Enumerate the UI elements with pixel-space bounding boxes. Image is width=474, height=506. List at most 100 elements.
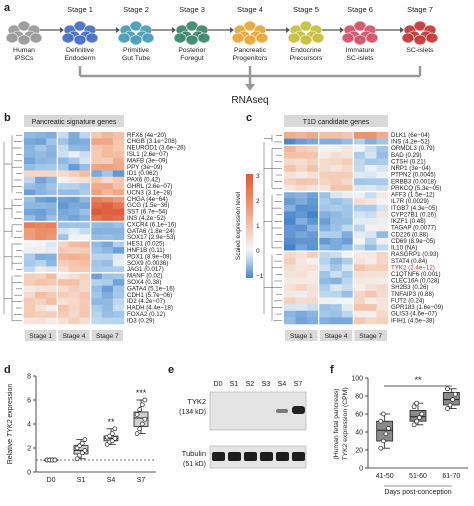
heatmap-cell bbox=[101, 228, 114, 235]
heatmap-cell bbox=[35, 266, 47, 274]
y-tick-label: 0 bbox=[27, 470, 31, 477]
heatmap-cell bbox=[284, 237, 296, 245]
heatmap-cell bbox=[24, 317, 36, 325]
heatmap-cell bbox=[295, 132, 308, 139]
heatmap-cell bbox=[68, 253, 80, 261]
heatmap-cell bbox=[330, 271, 343, 278]
heatmap-cell bbox=[307, 145, 319, 153]
band bbox=[228, 452, 241, 461]
heatmap-cell bbox=[57, 170, 69, 178]
heatmap-cell bbox=[46, 202, 58, 210]
heatmap-cell bbox=[57, 189, 69, 197]
stage-subtitle: Posterior bbox=[178, 47, 206, 54]
gene-label: CTSH (0.21) bbox=[391, 158, 426, 165]
heatmap-cell bbox=[307, 132, 319, 139]
heatmap-cell bbox=[79, 196, 91, 203]
heatmap-cell bbox=[101, 317, 114, 325]
heatmap-cell bbox=[307, 257, 319, 265]
cell-cluster-icon bbox=[401, 20, 439, 46]
heatmap-cell bbox=[68, 176, 80, 184]
heatmap-cell bbox=[90, 196, 103, 203]
heatmap-cell bbox=[307, 304, 319, 312]
legend-title: Scaled expression level bbox=[235, 191, 242, 260]
heatmap-cell bbox=[341, 138, 354, 146]
heatmap-cell bbox=[318, 132, 331, 139]
gene-label: IL7R (0.0029) bbox=[391, 198, 429, 205]
heatmap-cell bbox=[57, 176, 69, 184]
heatmap-cell bbox=[376, 224, 389, 232]
heatmap-cell bbox=[46, 253, 58, 261]
heatmap-cell bbox=[318, 284, 331, 292]
heatmap-cell bbox=[79, 221, 91, 229]
heatmap-cell bbox=[295, 244, 308, 252]
heatmap-cell bbox=[330, 218, 343, 225]
heatmap-cell bbox=[68, 279, 80, 286]
heatmap-title: Pancreatic signature genes bbox=[32, 119, 117, 126]
heatmap-cell bbox=[57, 247, 69, 254]
heatmap-cell bbox=[101, 170, 114, 178]
heatmap-cell bbox=[318, 264, 331, 272]
data-point bbox=[381, 438, 386, 444]
heatmap-cell bbox=[284, 290, 296, 298]
gene-label: NRP1 (3e−04) bbox=[391, 165, 431, 172]
heatmap-cell bbox=[57, 138, 69, 146]
heatmap-cell bbox=[112, 202, 125, 210]
heatmap-cell bbox=[353, 244, 366, 252]
heatmap-cell bbox=[364, 211, 377, 219]
heatmap-cell bbox=[284, 165, 296, 173]
heatmap-cell bbox=[341, 257, 354, 265]
heatmap-cell bbox=[307, 191, 319, 199]
tubulin-label: Tubulin bbox=[182, 449, 206, 458]
heatmap-cell bbox=[341, 317, 354, 325]
heatmap-cell bbox=[341, 224, 354, 232]
heatmap-cell bbox=[79, 266, 91, 274]
heatmap-cell bbox=[90, 183, 103, 190]
heatmap-cell bbox=[57, 240, 69, 248]
data-point bbox=[52, 457, 58, 463]
heatmap-cell bbox=[79, 157, 91, 165]
heatmap-cell bbox=[376, 198, 389, 206]
stage-label: Stage 4 bbox=[325, 333, 348, 340]
data-point bbox=[419, 411, 425, 417]
heatmap-cell bbox=[284, 244, 296, 252]
heatmap-cell bbox=[57, 228, 69, 235]
heatmap-cell bbox=[68, 202, 80, 210]
gene-label: RASGRP1 (0.93) bbox=[391, 251, 438, 258]
gene-label: CHGA (4e−64) bbox=[127, 196, 168, 203]
heatmap-cell bbox=[112, 298, 125, 306]
gene-label: IKZF1 (0.48) bbox=[391, 218, 426, 225]
gene-label: CXCR4 (6.1e−16) bbox=[127, 221, 176, 228]
stage-label-box bbox=[285, 330, 318, 341]
heatmap-cell bbox=[364, 244, 377, 252]
heatmap-cell bbox=[46, 132, 58, 139]
heatmap-cell bbox=[46, 247, 58, 254]
heatmap-cell bbox=[35, 189, 47, 197]
stage-subtitle: iPSCs bbox=[15, 55, 34, 62]
heatmap-cell bbox=[35, 298, 47, 306]
heatmap-cell bbox=[318, 178, 331, 186]
band bbox=[292, 452, 305, 461]
heatmap-cell bbox=[318, 151, 331, 159]
panel-c-heatmap: T1D candidate genes DLK1 (6e−04)INS (4.2e… bbox=[263, 115, 443, 341]
heatmap-cell bbox=[307, 138, 319, 146]
heatmap-cell bbox=[353, 284, 366, 292]
heatmap-cell bbox=[307, 198, 319, 206]
heatmap-cell bbox=[68, 138, 80, 146]
heatmap-cell bbox=[79, 298, 91, 306]
heatmap-cell bbox=[353, 145, 366, 153]
heatmap-cell bbox=[295, 204, 308, 212]
heatmap-cell bbox=[376, 297, 389, 305]
heatmap-cell bbox=[68, 298, 80, 306]
stage-subtitle: Immature bbox=[346, 47, 375, 54]
gene-label: JAG1 (0.017) bbox=[127, 266, 164, 273]
heatmap-cell bbox=[90, 164, 103, 171]
stage-label-box bbox=[319, 330, 353, 341]
heatmap-cell bbox=[101, 196, 114, 203]
panel-c-label: c bbox=[246, 112, 253, 124]
heatmap-cell bbox=[353, 257, 366, 265]
lane-label: S2 bbox=[246, 381, 255, 388]
heatmap-cell bbox=[295, 138, 308, 146]
heatmap-cell bbox=[330, 251, 343, 259]
gene-label: HADH (4.4e−18) bbox=[127, 305, 173, 312]
cell-cluster-icon bbox=[287, 20, 325, 46]
